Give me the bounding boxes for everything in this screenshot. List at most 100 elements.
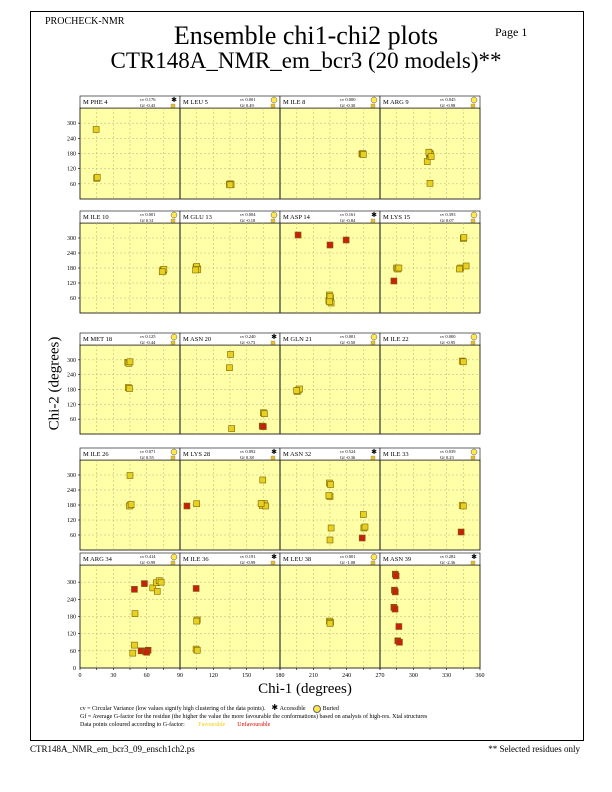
y-tick-label: 60	[70, 182, 76, 188]
y-tick-label: 60	[70, 296, 76, 302]
page-number: Page 1	[495, 25, 528, 39]
legend-unfavourable: Unfavourable	[237, 722, 271, 728]
buried-icon	[170, 553, 178, 561]
program-name: PROCHECK-NMR	[45, 16, 125, 27]
y-tick-label: 300	[67, 358, 76, 364]
footer-note: ** Selected residues only	[488, 744, 580, 754]
buried-icon	[470, 96, 478, 104]
y-tick-label: 240	[67, 136, 76, 142]
legend-accessible: Accessible	[279, 706, 306, 712]
data-point	[358, 534, 366, 542]
panel-gf-label: Gf -0.95	[440, 340, 456, 345]
y-tick-label: 240	[67, 251, 76, 257]
panel-gf-label: Gf -0.30	[340, 103, 356, 108]
y-tick-label: 120	[67, 167, 76, 173]
buried-icon	[170, 333, 178, 341]
panel-residue-label: M ASN 32	[283, 451, 311, 458]
y-tick-label: 180	[67, 388, 76, 394]
panel-cv-label: cv 0.414	[140, 554, 156, 559]
data-point	[149, 584, 157, 592]
panel-residue-label: M LEU 38	[283, 556, 311, 563]
panel-cv-label: cv 0.001	[240, 97, 256, 102]
panel-residue-label: M LYS 28	[183, 451, 210, 458]
panel-cv-label: cv 0.524	[340, 449, 356, 454]
panel-gf-label: Gf 0.07	[440, 218, 454, 223]
buried-icon	[370, 553, 378, 561]
panel-cv-label: cv 0.001	[140, 212, 156, 217]
gf-swatch	[470, 218, 476, 223]
y-tick-label: 120	[67, 402, 76, 408]
panel-cv-label: cv 0.282	[440, 554, 456, 559]
data-point	[326, 298, 333, 306]
x-tick-label: 210	[309, 673, 318, 679]
y-tick-label: 240	[67, 373, 76, 379]
panel-grid	[180, 460, 280, 550]
accessible-icon: ✱	[271, 448, 277, 456]
legend-gf-text: Gf = Average G-factor for the residue (t…	[80, 714, 428, 720]
panel-cv-label: cv 0.176	[140, 97, 156, 102]
gf-swatch	[270, 103, 276, 108]
accessible-icon: ✱	[371, 211, 377, 219]
x-axis-label: Chi-1 (degrees)	[258, 681, 352, 697]
x-tick-label: 330	[442, 673, 451, 679]
buried-icon	[270, 96, 278, 104]
panel-gf-label: Gf -0.73	[240, 340, 256, 345]
y-tick-label: 180	[67, 615, 76, 621]
x-tick-label: 270	[376, 673, 385, 679]
data-point	[457, 528, 465, 536]
data-point	[460, 502, 467, 510]
panel-gf-label: Gf -0.50	[340, 340, 356, 345]
data-point	[228, 425, 235, 432]
accessible-icon: ✱	[471, 553, 477, 561]
panel-cv-label: cv 0.191	[240, 554, 256, 559]
panel-cv-label: cv 0.393	[440, 212, 456, 217]
panel-residue-label: M LEU 5	[183, 99, 208, 106]
legend-buried: Buried	[322, 706, 339, 712]
y-tick-label: 60	[70, 417, 76, 423]
y-tick-label: 60	[70, 649, 76, 655]
gf-swatch	[270, 455, 276, 460]
data-point	[93, 173, 101, 181]
gf-swatch	[370, 218, 376, 223]
x-tick-label: 360	[476, 673, 485, 679]
data-point	[183, 502, 191, 510]
panel-cv-label: cv 0.125	[140, 334, 156, 339]
data-point	[391, 605, 399, 613]
gf-swatch	[470, 103, 476, 108]
data-point	[141, 580, 148, 587]
buried-icon	[470, 211, 478, 219]
panel-residue-label: M ASN 20	[183, 336, 211, 343]
panel-residue-label: M ILE 36	[183, 556, 209, 563]
x-tick-label: 30	[110, 673, 116, 679]
panel-cv-label: cv 0.000	[340, 97, 356, 102]
y-axis-label: Chi-2 (degrees)	[46, 336, 63, 431]
x-tick-label: 90	[177, 673, 183, 679]
data-point	[193, 617, 200, 625]
data-point	[226, 181, 234, 189]
buried-icon	[470, 448, 478, 456]
gf-swatch	[170, 340, 176, 345]
legend: cv = Circular Variance (low values signi…	[80, 704, 540, 729]
panel-grid	[280, 108, 380, 199]
y-tick-label: 180	[67, 152, 76, 158]
panel-cv-label: cv 0.240	[240, 334, 256, 339]
panel-cv-label: cv 0.161	[340, 212, 356, 217]
y-tick-label: 120	[67, 632, 76, 638]
panel-residue-label: M ARG 9	[383, 99, 409, 106]
panel-residue-label: M LYS 15	[383, 214, 410, 221]
gf-swatch	[170, 560, 176, 565]
data-point	[126, 385, 133, 392]
data-point	[462, 262, 470, 270]
panel-grid	[280, 460, 380, 550]
y-tick-label: 180	[67, 503, 76, 509]
gf-swatch	[270, 340, 276, 345]
panel-cv-label: cv 0.001	[340, 554, 356, 559]
y-tick-label: 60	[70, 533, 76, 539]
data-point	[257, 500, 265, 507]
data-point	[126, 472, 134, 479]
data-point	[260, 423, 267, 430]
data-point	[158, 268, 166, 276]
panel-cv-label: cv 0.004	[240, 212, 256, 217]
buried-icon	[170, 211, 178, 219]
data-point	[127, 501, 135, 508]
